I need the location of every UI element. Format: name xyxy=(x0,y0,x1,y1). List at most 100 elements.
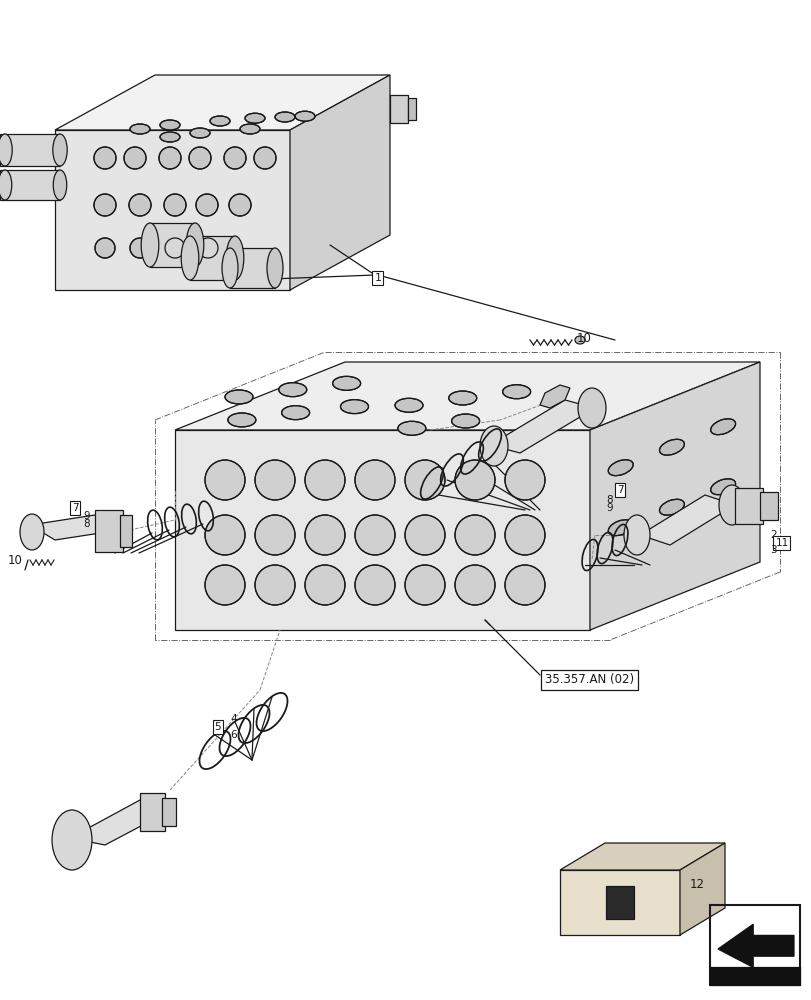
Ellipse shape xyxy=(340,400,368,414)
Text: 6: 6 xyxy=(230,730,236,740)
Polygon shape xyxy=(175,430,590,630)
Text: 10: 10 xyxy=(577,332,591,344)
Ellipse shape xyxy=(607,520,633,536)
Ellipse shape xyxy=(186,223,204,267)
Ellipse shape xyxy=(354,515,394,555)
Text: 3: 3 xyxy=(769,545,775,555)
Ellipse shape xyxy=(710,419,735,435)
Ellipse shape xyxy=(267,248,283,288)
Text: 35.357.AN (02): 35.357.AN (02) xyxy=(544,674,633,686)
Ellipse shape xyxy=(405,565,444,605)
Ellipse shape xyxy=(130,124,150,134)
Bar xyxy=(0,170,60,200)
Ellipse shape xyxy=(53,134,67,166)
Ellipse shape xyxy=(228,413,255,427)
Ellipse shape xyxy=(254,147,276,169)
Ellipse shape xyxy=(278,383,307,397)
Bar xyxy=(139,793,165,831)
Bar xyxy=(162,798,176,826)
Ellipse shape xyxy=(454,565,495,605)
Ellipse shape xyxy=(198,238,217,258)
Polygon shape xyxy=(70,800,175,845)
Polygon shape xyxy=(539,385,569,408)
Polygon shape xyxy=(639,495,734,545)
Bar xyxy=(407,98,415,120)
Ellipse shape xyxy=(204,565,245,605)
Ellipse shape xyxy=(255,460,294,500)
Ellipse shape xyxy=(623,515,649,555)
Text: 7: 7 xyxy=(616,485,623,495)
Bar xyxy=(190,236,234,280)
Ellipse shape xyxy=(451,414,479,428)
Polygon shape xyxy=(717,924,793,967)
Ellipse shape xyxy=(181,236,199,280)
Ellipse shape xyxy=(255,515,294,555)
Text: 9: 9 xyxy=(606,503,612,513)
Bar xyxy=(0,134,60,166)
Polygon shape xyxy=(55,130,290,290)
Polygon shape xyxy=(560,843,724,870)
Ellipse shape xyxy=(305,565,345,605)
Polygon shape xyxy=(679,843,724,935)
Ellipse shape xyxy=(94,147,116,169)
Bar xyxy=(150,223,195,267)
Ellipse shape xyxy=(354,460,394,500)
Text: 8: 8 xyxy=(84,519,90,529)
Text: 4: 4 xyxy=(230,714,236,724)
Ellipse shape xyxy=(52,810,92,870)
Ellipse shape xyxy=(204,515,245,555)
Ellipse shape xyxy=(160,132,180,142)
Ellipse shape xyxy=(659,439,684,455)
Ellipse shape xyxy=(160,120,180,130)
Ellipse shape xyxy=(0,134,12,166)
Bar xyxy=(709,905,799,985)
Ellipse shape xyxy=(305,515,345,555)
Ellipse shape xyxy=(165,238,185,258)
Ellipse shape xyxy=(354,565,394,605)
Polygon shape xyxy=(590,362,759,630)
Ellipse shape xyxy=(210,116,230,126)
Text: 9: 9 xyxy=(84,511,90,521)
Ellipse shape xyxy=(504,515,544,555)
Ellipse shape xyxy=(504,565,544,605)
Ellipse shape xyxy=(195,194,217,216)
Bar xyxy=(230,248,275,288)
Text: 5: 5 xyxy=(214,722,221,732)
Ellipse shape xyxy=(204,460,245,500)
Ellipse shape xyxy=(659,499,684,515)
Ellipse shape xyxy=(281,406,309,420)
Bar xyxy=(709,967,799,985)
Text: 1: 1 xyxy=(374,273,381,283)
Polygon shape xyxy=(175,362,759,430)
Text: 12: 12 xyxy=(689,878,704,892)
Ellipse shape xyxy=(224,147,246,169)
Text: 11: 11 xyxy=(775,538,787,548)
Text: 8: 8 xyxy=(606,495,612,505)
Ellipse shape xyxy=(454,515,495,555)
Ellipse shape xyxy=(275,112,294,122)
Ellipse shape xyxy=(54,170,67,200)
Ellipse shape xyxy=(405,515,444,555)
Ellipse shape xyxy=(124,147,146,169)
Ellipse shape xyxy=(294,111,315,121)
Bar xyxy=(120,515,132,547)
Ellipse shape xyxy=(190,128,210,138)
Polygon shape xyxy=(55,75,389,130)
Ellipse shape xyxy=(129,194,151,216)
Text: 7: 7 xyxy=(71,503,78,513)
Text: 2: 2 xyxy=(769,530,775,540)
Ellipse shape xyxy=(225,390,253,404)
Ellipse shape xyxy=(305,460,345,500)
Ellipse shape xyxy=(397,421,425,435)
Ellipse shape xyxy=(245,113,264,123)
Ellipse shape xyxy=(0,170,11,200)
Ellipse shape xyxy=(20,514,44,550)
Polygon shape xyxy=(489,400,594,453)
Ellipse shape xyxy=(164,194,186,216)
Ellipse shape xyxy=(718,485,744,525)
Ellipse shape xyxy=(240,124,260,134)
Ellipse shape xyxy=(229,194,251,216)
Ellipse shape xyxy=(333,376,360,390)
Bar xyxy=(95,510,122,552)
Text: 10: 10 xyxy=(8,554,23,566)
